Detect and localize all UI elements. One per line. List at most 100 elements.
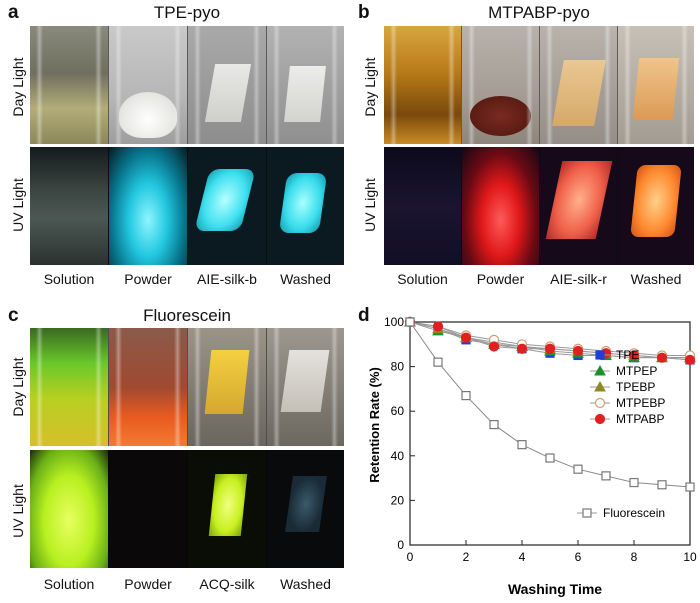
panel-b-uv-silk: [540, 147, 617, 265]
legend-entry-fluorescein: Fluorescein: [577, 506, 665, 520]
legend-entry-tpebp: TPEBP: [590, 380, 655, 394]
panel-c-uv-silk: [188, 450, 266, 568]
panel-c-uv-powder: [109, 450, 187, 568]
panel-c-uv-solution: [30, 450, 108, 568]
plot-frame: [409, 321, 691, 546]
panel-a-col-silk: AIE-silk-b: [197, 271, 257, 287]
panel-c-letter: c: [8, 305, 19, 326]
data-point-fluorescein: [685, 482, 695, 492]
panel-b-day-photo: [384, 26, 694, 144]
data-point-mtpabp: [572, 345, 584, 357]
data-point-fluorescein: [545, 453, 555, 463]
y-tick-label: 40: [391, 449, 405, 463]
panel-a-day-solution: [30, 26, 108, 144]
panel-c-uv-photo: [30, 450, 344, 568]
y-axis-label: Retention Rate (%): [367, 367, 382, 483]
glowing-silk: [545, 161, 613, 239]
panel-c-col-powder: Powder: [124, 576, 172, 592]
panel-a-day-powder: [109, 26, 187, 144]
panel-b-col-silk: AIE-silk-r: [550, 271, 607, 287]
panel-b-col-solution: Solution: [397, 271, 448, 287]
panel-c-uv-washed: [267, 450, 344, 568]
legend-entry-mtpep: MTPEP: [590, 364, 657, 378]
legend-entry-tpe: TPE: [590, 348, 639, 362]
legend-label-tpebp: TPEBP: [616, 380, 655, 394]
silk-strip: [204, 64, 252, 122]
retention-chart: 0 20 40 60 80 100 0 2 4 6 8 10 TPE MTPEP TPEBP MTPEBP M…: [367, 315, 697, 597]
data-point-mtpabp: [516, 343, 528, 354]
glowing-silk: [194, 169, 256, 231]
legend-marker: [582, 508, 592, 518]
glowing-silk: [630, 165, 682, 237]
legend-label-mtpep: MTPEP: [616, 364, 657, 378]
legend: TPE MTPEP TPEBP MTPEBP MTPABP Fluorescein: [577, 348, 665, 520]
powder-pile: [119, 92, 177, 138]
panel-a-col-washed: Washed: [280, 271, 331, 287]
y-tick-label: 20: [391, 493, 405, 507]
panel-c-day-washed: [267, 328, 344, 446]
data-point-mtpabp: [544, 343, 556, 354]
legend-marker: [594, 364, 606, 376]
legend-label-tpe: TPE: [616, 348, 639, 362]
powder-pile: [470, 96, 531, 136]
panel-c-day-solution: [30, 328, 108, 446]
x-tick-label: 4: [519, 550, 526, 564]
panel-b-day-silk: [540, 26, 617, 144]
panel-b-uv-photo: [384, 147, 694, 265]
y-tick-label: 100: [384, 315, 404, 329]
data-point-fluorescein: [601, 471, 611, 481]
axes: 0 20 40 60 80 100 0 2 4 6 8 10: [384, 315, 697, 564]
data-point-mtpabp: [432, 321, 444, 332]
panel-b-uv-washed: [618, 147, 694, 265]
legend-label-fluorescein: Fluorescein: [603, 506, 665, 520]
legend-entry-mtpabp: MTPABP: [590, 412, 664, 426]
panel-b-row-day: Day Light: [362, 57, 378, 117]
panel-c-row-uv: UV Light: [10, 484, 26, 538]
data-point-fluorescein: [489, 419, 499, 430]
panel-b-day-powder: [462, 26, 539, 144]
silk-strip: [204, 350, 250, 414]
x-tick-label: 8: [631, 550, 638, 564]
silk-strip: [280, 350, 330, 412]
panel-a-row-day: Day Light: [10, 57, 26, 117]
x-tick-label: 0: [407, 550, 414, 564]
panel-d-letter: d: [358, 305, 370, 326]
panel-a-uv-powder: [109, 147, 187, 265]
panel-c-title: Fluorescein: [143, 306, 231, 325]
silk-strip: [632, 58, 680, 120]
data-point-mtpabp: [488, 341, 500, 352]
panel-a-col-solution: Solution: [43, 271, 95, 287]
x-tick-label: 6: [575, 550, 582, 564]
panel-b-letter: b: [358, 2, 370, 23]
data-point-fluorescein: [573, 464, 583, 474]
panel-a-day-silk: [188, 26, 266, 144]
panel-b-col-washed: Washed: [630, 271, 682, 287]
x-tick-label: 2: [463, 550, 470, 564]
data-point-fluorescein: [461, 390, 471, 401]
legend-entry-mtpebp: MTPEBP: [590, 396, 665, 410]
panel-c-day-powder: [109, 328, 187, 446]
legend-marker: [595, 350, 605, 360]
panel-a-letter: a: [8, 2, 19, 23]
glowing-silk: [278, 173, 328, 233]
panel-c-day-photo: [30, 328, 344, 446]
panel-c-col-solution: Solution: [43, 576, 95, 592]
panel-b-day-solution: [384, 26, 461, 144]
glowing-silk: [208, 474, 248, 536]
x-axis-label: Washing Time: [508, 581, 602, 597]
data-point-fluorescein: [405, 317, 415, 327]
panel-b-title: MTPABP-pyo: [488, 3, 590, 22]
panel-a-row-uv: UV Light: [10, 178, 26, 232]
panel-b-uv-powder: [462, 147, 539, 265]
data-point-fluorescein: [657, 480, 667, 490]
data-point-mtpabp: [628, 350, 640, 361]
legend-marker: [594, 397, 606, 409]
panel-a-uv-silk: [188, 147, 266, 265]
panel-a-uv-photo: [30, 147, 344, 265]
panel-a-day-washed: [267, 26, 344, 144]
panel-a-title: TPE-pyo: [153, 3, 221, 22]
panel-a-uv-solution: [30, 147, 108, 265]
data-point-mtpabp: [684, 354, 696, 366]
silk-strip: [552, 60, 606, 126]
panel-b-uv-solution: [384, 147, 461, 265]
